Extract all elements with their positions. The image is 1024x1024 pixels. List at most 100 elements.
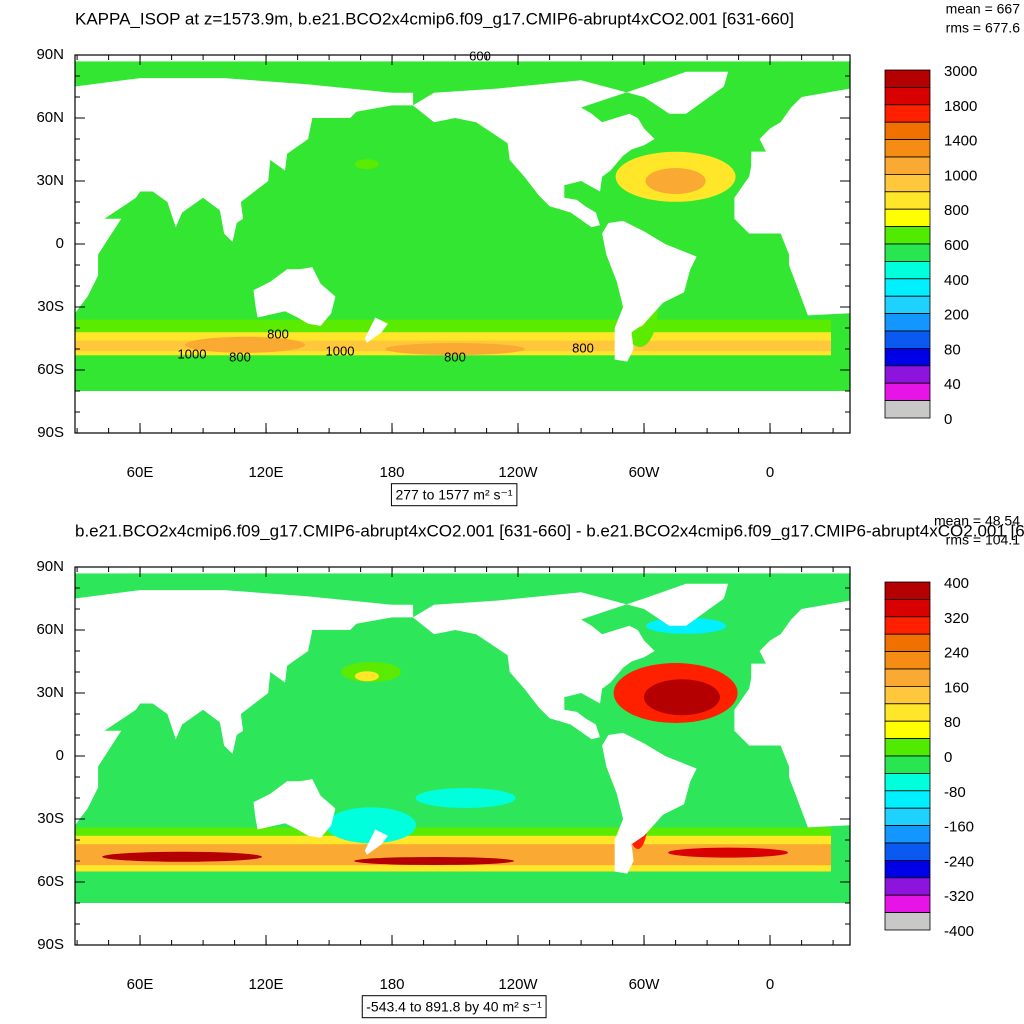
colorbar-label: 40 [944,376,961,393]
range-label: 277 to 1577 m² s⁻¹ [395,487,512,503]
colorbar-label: -80 [944,784,966,801]
lat-tick-label: 90S [37,424,64,441]
land [364,829,388,855]
colorbar-box [884,313,931,332]
contour-label: 800 [229,349,251,364]
colorbar-box [884,243,931,262]
colorbar-box [884,278,931,297]
colorbar-box [884,686,931,705]
lat-tick-label: 90S [37,936,64,953]
colorbar-box [884,703,931,722]
colorbar-box [884,365,931,384]
colorbar-label: -160 [944,819,974,836]
colorbar-box [884,330,931,349]
colorbar-box [884,668,931,687]
lat-tick-label: 60N [36,621,64,638]
colorbar-label: 3000 [944,63,977,80]
colorbar-box [884,69,931,88]
colorbar-label: 160 [944,679,969,696]
field-blob [185,336,306,353]
lat-tick-label: 60S [37,873,64,890]
colorbar-label: 1000 [944,167,977,184]
land [734,600,850,828]
rms-label: rms = 677.6 [946,20,1021,36]
land [253,267,336,326]
field-blob [668,847,789,858]
field-blob [354,857,515,865]
lon-tick-label: 0 [766,976,774,993]
colorbar-box [884,790,931,809]
colorbar-label: -320 [944,888,974,905]
colorbar-box [884,633,931,653]
colorbar-box [884,877,931,896]
land [253,779,336,838]
colorbar-label: 80 [944,714,961,731]
contour-label: 800 [267,326,289,341]
colorbar-label: -400 [944,923,974,940]
colorbar-box [884,139,931,158]
contour-label: 1000 [326,343,355,358]
map-panel: 90N 60N 30N 0 30S 60S 90S 60E 120E 180 120W 60W 0 b.e… [36,513,1024,1019]
colorbar-box [884,581,931,600]
land [75,590,414,826]
arctic-cap [75,567,850,574]
antarctica [75,391,850,433]
colorbar-box [884,156,931,175]
lon-tick-label: 180 [379,464,404,481]
lat-tick-label: 30N [36,172,64,189]
land [364,317,388,343]
field-blob [354,671,379,682]
land [75,78,414,314]
lon-tick-label: 120W [498,976,538,993]
colorbar-box [884,894,931,914]
colorbar-box [884,755,931,774]
colorbar-box [884,825,931,844]
lat-tick-label: 30N [36,684,64,701]
colorbar-label: -240 [944,853,974,870]
lat-tick-label: 60S [37,361,64,378]
colorbar-box [884,616,931,635]
colorbar-box [884,599,931,618]
range-box [361,995,547,1019]
colorbar-box [884,807,931,827]
colorbar-label: 200 [944,307,969,324]
lat-tick-label: 0 [56,747,64,764]
field-blob [354,159,379,170]
colorbar-box [884,121,931,140]
colorbar-box [884,400,931,419]
colorbar-box [884,773,931,792]
lat-tick-label: 30S [37,810,64,827]
mean-label: mean = 667 [946,1,1021,17]
rms-label: rms = 104.1 [946,532,1021,548]
colorbar-label: 320 [944,610,969,627]
field-blob [385,343,526,355]
field-blob [645,168,706,194]
land [602,220,697,362]
colorbar-label: 240 [944,645,969,662]
colorbar-label: 1400 [944,133,977,150]
lat-tick-label: 90N [36,46,64,63]
colorbar-box [884,651,931,670]
lon-tick-label: 60W [629,976,661,993]
field-blob [326,807,417,844]
colorbar-box [884,226,931,245]
colorbar-box [884,260,931,280]
lon-tick-label: 120W [498,464,538,481]
field-blob [102,851,263,862]
land [734,88,850,316]
colorbar-label: 400 [944,575,969,592]
lon-tick-label: 180 [379,976,404,993]
lat-tick-label: 30S [37,298,64,315]
field-band [75,319,831,333]
contour-label: 800 [572,340,594,355]
land [412,583,729,740]
colorbar-label: 80 [944,341,961,358]
lon-tick-label: 120E [248,976,283,993]
lat-tick-label: 90N [36,558,64,575]
panel-title: b.e21.BCO2x4cmip6.f09_g17.CMIP6-abrupt4x… [75,521,1024,540]
antarctica [75,903,850,945]
range-label: -543.4 to 891.8 by 40 m² s⁻¹ [366,999,542,1015]
